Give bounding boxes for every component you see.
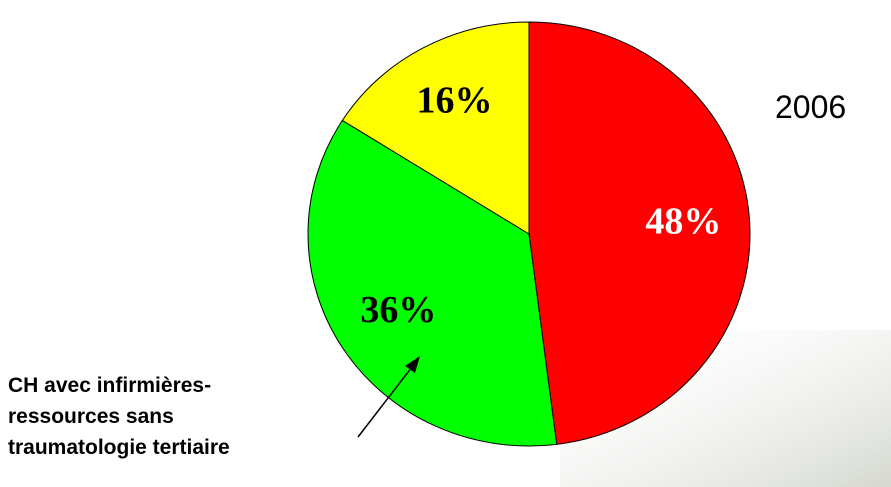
value-label: 48% (645, 200, 721, 242)
pie-slice (307, 119, 558, 447)
annotation-line: traumatologie tertiaire (8, 436, 230, 459)
annotation-line: CH avec infirmières- (8, 374, 211, 397)
value-label: 16% (416, 80, 492, 122)
annotation: CH avec infirmières-ressources sans traum… (8, 374, 230, 459)
arrow-head (405, 356, 420, 373)
pie: 48% 36% 16% (307, 21, 751, 447)
pie-slice (528, 21, 751, 445)
value-label: 36% (360, 289, 436, 331)
annotation-arrow (357, 366, 413, 438)
annotation-line: ressources sans (8, 405, 174, 428)
pie-slice (341, 21, 530, 235)
chart-title: 2006 (775, 89, 846, 125)
